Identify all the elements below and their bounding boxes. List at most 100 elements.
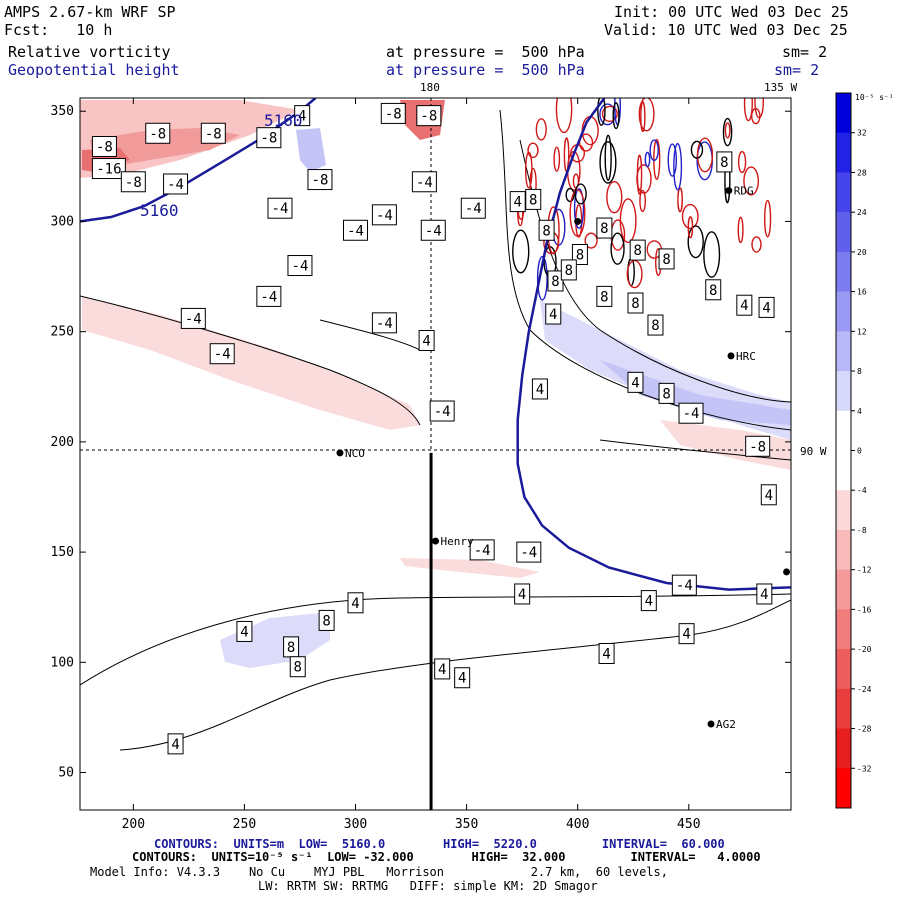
vort-label-39: 4 xyxy=(736,294,753,316)
vort-label-16: -4 xyxy=(420,219,446,241)
station-AG2: AG2 xyxy=(707,718,736,731)
speckle-65 xyxy=(673,142,683,191)
colorbar-unit: 10⁻⁵ s⁻¹ xyxy=(855,93,894,102)
footer-physics: LW: RRTM SW: RRTMG DIFF: simple KM: 2D S… xyxy=(258,879,598,893)
colorbar-tick-0: 32 xyxy=(857,129,867,138)
x-tick-label-0: 200 xyxy=(122,817,145,832)
vort-label-14: -4 xyxy=(371,204,397,226)
svg-text:-4: -4 xyxy=(520,545,537,561)
svg-text:8: 8 xyxy=(542,223,550,239)
vort-label-35: 8 xyxy=(629,239,646,261)
speckle-33 xyxy=(687,225,704,259)
vort-label-3: -8 xyxy=(200,122,226,144)
vort-label-46: -8 xyxy=(745,435,771,457)
vort-contour-c xyxy=(80,295,421,426)
svg-text:-4: -4 xyxy=(376,316,393,332)
vort-label-17: -4 xyxy=(287,255,313,277)
svg-text:-4: -4 xyxy=(376,208,393,224)
svg-text:-8: -8 xyxy=(205,126,222,142)
neg-vort-fill-7 xyxy=(400,558,540,578)
speckle-52 xyxy=(667,143,678,177)
vort-label-37: 8 xyxy=(705,279,722,301)
colorbar-cell-17 xyxy=(836,768,851,809)
colorbar-tick-9: -4 xyxy=(857,486,867,495)
vort-label-41: 8 xyxy=(647,314,664,336)
colorbar-cell-3 xyxy=(836,212,851,253)
speckle-53 xyxy=(610,232,625,265)
colorbar-cell-11 xyxy=(836,529,851,571)
geopotential-label-5160: 5160 xyxy=(140,201,179,220)
speckle-15 xyxy=(677,187,683,213)
vort-label-52: 4 xyxy=(347,592,364,614)
speckle-69 xyxy=(553,146,561,172)
svg-text:HRC: HRC xyxy=(736,350,756,363)
x-tick-label-4: 400 xyxy=(566,817,589,832)
speckle-59 xyxy=(574,183,587,205)
speckle-6 xyxy=(581,115,599,146)
footer-vort-contours: CONTOURS: UNITS=10⁻⁵ s⁻¹ LOW= -32.000 HI… xyxy=(132,850,761,864)
vort-label-43: 4 xyxy=(627,371,644,393)
svg-text:-4: -4 xyxy=(474,543,491,559)
vort-label-51: -4 xyxy=(516,541,542,563)
y-tick-label-5: 300 xyxy=(51,214,74,229)
svg-text:4: 4 xyxy=(438,662,446,678)
svg-text:8: 8 xyxy=(322,613,330,629)
colorbar-cell-7 xyxy=(836,371,851,412)
field1-level: at pressure = 500 hPa xyxy=(386,43,585,61)
vort-label-20: -4 xyxy=(256,285,282,307)
svg-text:-8: -8 xyxy=(149,126,166,142)
speckle-9 xyxy=(573,188,585,229)
svg-text:-8: -8 xyxy=(96,139,113,155)
x-axis: 200 250 300 350 400 450 xyxy=(122,98,701,832)
speckle-60 xyxy=(640,101,646,133)
speckle-7 xyxy=(653,138,661,181)
field1-name: Relative vorticity xyxy=(8,43,171,61)
vort-label-50: -4 xyxy=(469,539,495,561)
vort-label-60: 4 xyxy=(640,590,657,612)
svg-text:-8: -8 xyxy=(420,109,437,125)
svg-text:8: 8 xyxy=(651,318,659,334)
speckle-1 xyxy=(638,98,655,132)
vort-label-4: -8 xyxy=(120,171,146,193)
speckle-14 xyxy=(703,231,721,278)
svg-text:8: 8 xyxy=(709,283,717,299)
y-tick-label-1: 100 xyxy=(51,655,74,670)
vort-label-18: -4 xyxy=(48,302,72,322)
svg-text:-4: -4 xyxy=(683,406,700,422)
speckle-48 xyxy=(751,236,762,253)
vort-label-48: -4 xyxy=(671,574,697,596)
vort-label-29: 8 xyxy=(547,270,564,292)
speckle-67 xyxy=(597,98,606,126)
svg-text:-4: -4 xyxy=(676,578,693,594)
svg-text:4: 4 xyxy=(631,375,639,391)
speckle-50 xyxy=(604,134,612,182)
geopotential-contour-1 xyxy=(516,98,791,591)
geopotential-contours xyxy=(80,98,791,591)
speckle-56 xyxy=(737,150,747,174)
pos-vort-fill-3 xyxy=(220,612,330,668)
speckle-40 xyxy=(696,137,714,173)
plot-area: -16-8-8 -8-8-84-8-4-4-4-8 -8-4-4 -4-4-4-4 -4… xyxy=(48,98,791,810)
svg-text:8: 8 xyxy=(529,192,537,208)
colorbar-tick-3: 20 xyxy=(857,248,867,257)
svg-text:4: 4 xyxy=(682,627,690,643)
colorbar: 32 28 24 20 16 12 8 4 0 -4 -8 -12 -16 -20 -24 -28 -32 10⁻… xyxy=(835,92,894,809)
colorbar-tick-11: -12 xyxy=(857,566,872,575)
speckle-42 xyxy=(535,118,547,141)
vort-label-30: 8 xyxy=(560,259,577,281)
svg-text:-8: -8 xyxy=(749,439,766,455)
colorbar-tick-15: -28 xyxy=(857,725,872,734)
speckle-55 xyxy=(743,166,760,196)
svg-text:NCO: NCO xyxy=(345,447,365,460)
svg-text:-4: -4 xyxy=(272,201,289,217)
vort-contour-a xyxy=(80,593,791,686)
speckle-63 xyxy=(512,229,530,274)
svg-text:-16: -16 xyxy=(96,162,121,178)
geopotential-contour-0 xyxy=(80,98,317,223)
speckle-43 xyxy=(644,151,651,168)
svg-text:4: 4 xyxy=(171,737,179,753)
svg-text:-8: -8 xyxy=(260,131,277,147)
vort-label-44: 4 xyxy=(531,378,548,400)
colorbar-cell-15 xyxy=(836,688,851,730)
